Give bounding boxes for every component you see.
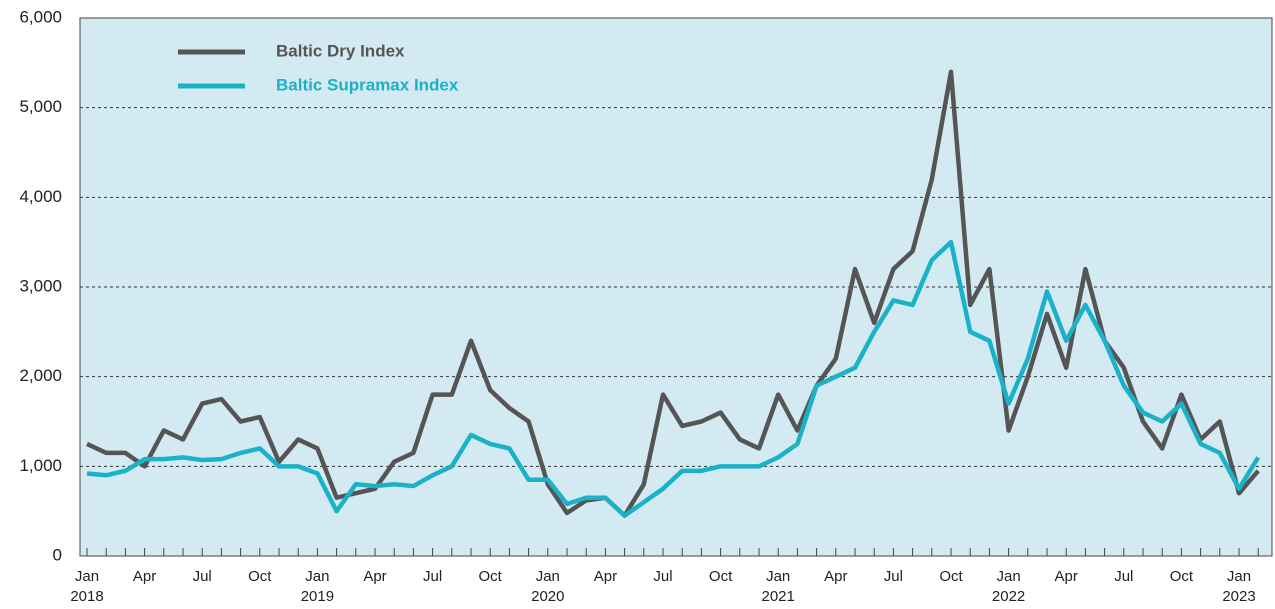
x-tick-label: Jul	[653, 568, 672, 585]
x-tick-label: Jan	[1227, 568, 1251, 585]
x-tick-label: Apr	[1055, 568, 1078, 585]
x-tick-label: Jul	[193, 568, 212, 585]
x-tick-label: Oct	[248, 568, 272, 585]
series-line	[86, 239, 1261, 518]
x-tick-label: Oct	[709, 568, 733, 585]
x-tick-label: Jan	[766, 568, 790, 585]
x-tick-label: Jan	[997, 568, 1021, 585]
x-tick-label: Jul	[884, 568, 903, 585]
y-tick-label: 5,000	[19, 97, 62, 116]
y-tick-label: 6,000	[19, 7, 62, 26]
x-year-label: 2018	[70, 588, 103, 604]
x-year-label: 2022	[992, 588, 1025, 604]
y-tick-label: 4,000	[19, 187, 62, 206]
x-tick-label: Jul	[423, 568, 442, 585]
x-tick-label: Jan	[305, 568, 329, 585]
y-tick-label: 1,000	[19, 456, 62, 475]
x-tick-label: Apr	[133, 568, 156, 585]
legend-label: Baltic Dry Index	[276, 41, 405, 60]
x-tick-label: Jan	[536, 568, 560, 585]
x-tick-label: Oct	[939, 568, 963, 585]
y-tick-label: 3,000	[19, 276, 62, 295]
x-tick-label: Oct	[1170, 568, 1194, 585]
x-year-label: 2020	[531, 588, 564, 604]
x-year-label: 2019	[301, 588, 334, 604]
legend-label: Baltic Supramax Index	[276, 75, 459, 94]
series-line	[86, 69, 1260, 518]
x-tick-label: Apr	[363, 568, 386, 585]
y-tick-label: 2,000	[19, 366, 62, 385]
x-tick-label: Apr	[594, 568, 617, 585]
x-tick-label: Oct	[479, 568, 503, 585]
x-tick-label: Jan	[75, 568, 99, 585]
x-tick-label: Apr	[824, 568, 847, 585]
x-tick-label: Jul	[1114, 568, 1133, 585]
x-year-label: 2021	[762, 588, 795, 604]
x-year-label: 2023	[1222, 588, 1255, 604]
y-tick-label: 0	[53, 545, 62, 564]
